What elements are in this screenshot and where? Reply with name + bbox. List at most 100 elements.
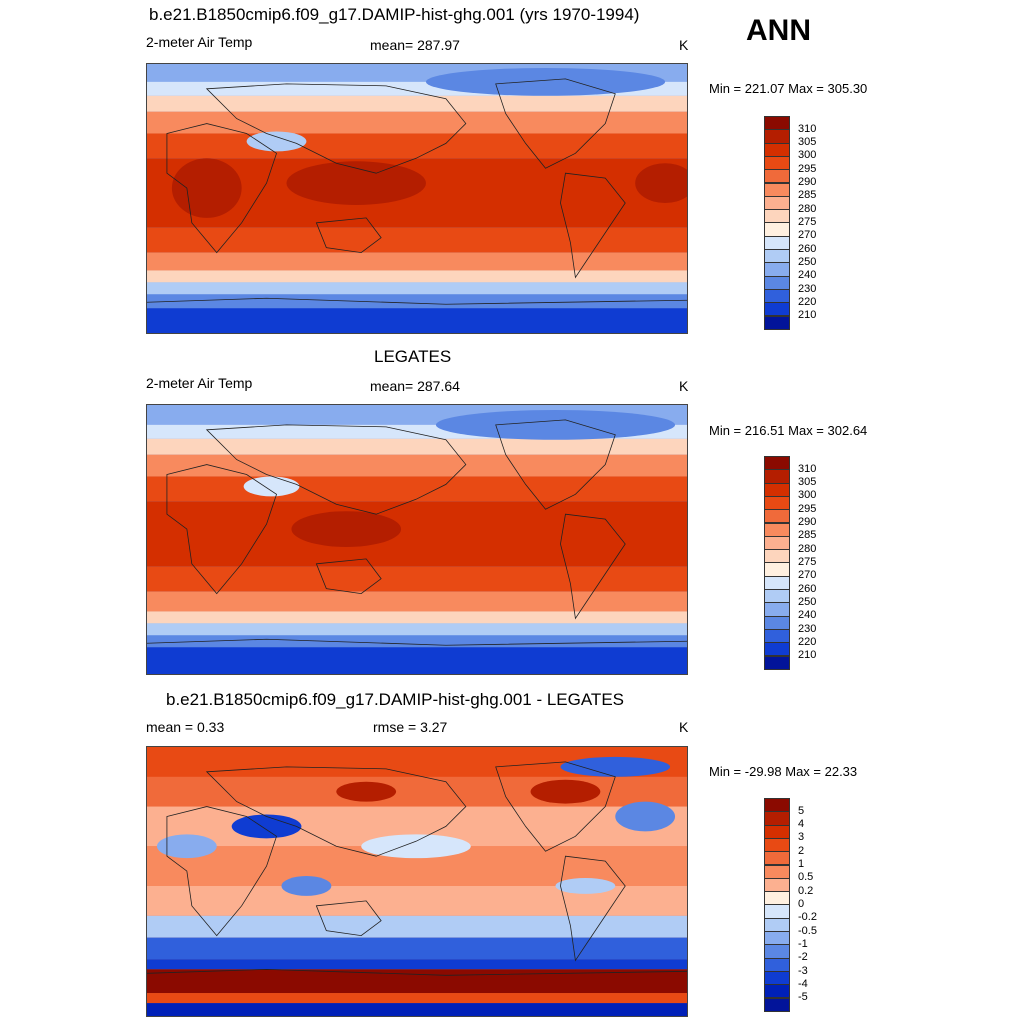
colorbar-swatch	[764, 811, 790, 826]
colorbar-swatch	[764, 249, 790, 264]
colorbar-swatch	[764, 535, 790, 551]
colorbar-tick-label: 285	[798, 529, 817, 541]
panel2-units-label: K	[679, 378, 689, 394]
colorbar-tick-label: 240	[798, 609, 817, 621]
panel3-minmax-label: Min = -29.98 Max = 22.33	[709, 764, 858, 779]
colorbar-tick-label: -0.5	[798, 925, 817, 937]
colorbar-swatch	[764, 509, 790, 524]
colorbar-swatch	[764, 864, 790, 879]
colorbar-tick-label: 240	[798, 269, 817, 281]
season-label: ANN	[746, 14, 811, 47]
colorbar-tick-label: 275	[798, 556, 817, 568]
colorbar-swatch	[764, 288, 790, 304]
colorbar-tick-label: 270	[798, 229, 817, 241]
colorbar-tick-label: 3	[798, 831, 805, 843]
colorbar-tick-label: 295	[798, 503, 817, 515]
colorbar-swatch	[764, 798, 790, 813]
colorbar-swatch	[764, 891, 790, 906]
colorbar-swatch	[764, 195, 790, 211]
colorbar-swatch	[764, 549, 790, 564]
colorbar-swatch	[764, 642, 790, 657]
panel2-minmax-label: Min = 216.51 Max = 302.64	[709, 423, 868, 438]
panel2-observed-temperature-map	[146, 404, 688, 675]
colorbar-tick-label: 275	[798, 216, 817, 228]
colorbar-tick-label: 270	[798, 569, 817, 581]
panel2-title: LEGATES	[374, 347, 452, 366]
colorbar-tick-label: 305	[798, 136, 817, 148]
colorbar-swatch	[764, 182, 790, 197]
colorbar-tick-label: 285	[798, 189, 817, 201]
colorbar-swatch	[764, 917, 790, 932]
colorbar-tick-label: -1	[798, 938, 808, 950]
colorbar-swatch	[764, 997, 790, 1012]
colorbar-swatch	[764, 262, 790, 277]
colorbar-swatch	[764, 169, 790, 184]
panel1-colorbar: 310 305 300 295 290 285 280 275 270 260 …	[764, 116, 816, 330]
colorbar-tick-label: -4	[798, 978, 808, 990]
colorbar-swatch	[764, 575, 790, 590]
panel3-colorbar: 5 4 3 2 1 0.5 0.2 0 -0.2 -0.5 -1 -2 -3 -…	[764, 798, 817, 1012]
colorbar-swatch	[764, 116, 790, 131]
colorbar-swatch	[764, 957, 790, 972]
colorbar-swatch	[764, 837, 790, 853]
colorbar-tick-label: 0.2	[798, 885, 814, 897]
colorbar-swatch	[764, 129, 790, 144]
colorbar-tick-label: -2	[798, 951, 808, 963]
colorbar-swatch	[764, 984, 790, 999]
colorbar-tick-label: 0.5	[798, 871, 814, 883]
colorbar-tick-label: -3	[798, 965, 808, 977]
colorbar-tick-label: 305	[798, 476, 817, 488]
colorbar-tick-label: 280	[798, 543, 817, 555]
colorbar-tick-label: 310	[798, 123, 817, 135]
colorbar-tick-label: 290	[798, 176, 817, 188]
colorbar-swatch	[764, 824, 790, 839]
panel1-model-temperature-map	[146, 63, 688, 334]
colorbar-swatch	[764, 482, 790, 497]
colorbar-tick-label: 300	[798, 149, 817, 161]
colorbar-tick-label: -0.2	[798, 911, 817, 923]
colorbar-swatch	[764, 209, 790, 224]
colorbar-swatch	[764, 456, 790, 471]
panel1-variable-label: 2-meter Air Temp	[146, 34, 253, 50]
panel3-difference-map	[146, 746, 688, 1017]
panel3-rmse-label: rmse = 3.27	[373, 719, 448, 735]
colorbar-tick-label: 0	[798, 898, 805, 910]
colorbar-tick-label: 210	[798, 649, 817, 661]
colorbar-swatch	[764, 562, 790, 577]
panel3-title: b.e21.B1850cmip6.f09_g17.DAMIP-hist-ghg.…	[166, 690, 624, 709]
colorbar-tick-label: 310	[798, 463, 817, 475]
colorbar-swatch	[764, 222, 790, 237]
panel1-mean-label: mean= 287.97	[370, 37, 460, 53]
panel2-variable-label: 2-meter Air Temp	[146, 375, 253, 391]
colorbar-swatch	[764, 302, 790, 317]
panel1-units-label: K	[679, 37, 689, 53]
colorbar-tick-label: 2	[798, 845, 805, 857]
colorbar-tick-label: -5	[798, 991, 808, 1003]
panel1-title: b.e21.B1850cmip6.f09_g17.DAMIP-hist-ghg.…	[149, 5, 640, 24]
colorbar-swatch	[764, 495, 790, 511]
colorbar-tick-label: 220	[798, 296, 817, 308]
colorbar-tick-label: 230	[798, 283, 817, 295]
colorbar-swatch	[764, 944, 790, 959]
panel2-mean-label: mean= 287.64	[370, 378, 460, 394]
colorbar-tick-label: 250	[798, 596, 817, 608]
panel3-units-label: K	[679, 719, 689, 735]
colorbar-swatch	[764, 931, 790, 946]
panel1-minmax-label: Min = 221.07 Max = 305.30	[709, 81, 868, 96]
colorbar-swatch	[764, 615, 790, 630]
colorbar-swatch	[764, 315, 790, 330]
colorbar-tick-label: 295	[798, 163, 817, 175]
colorbar-tick-label: 1	[798, 858, 805, 870]
colorbar-swatch	[764, 970, 790, 986]
colorbar-tick-label: 280	[798, 203, 817, 215]
colorbar-swatch	[764, 155, 790, 171]
colorbar-swatch	[764, 628, 790, 644]
colorbar-swatch	[764, 589, 790, 604]
colorbar-swatch	[764, 655, 790, 670]
panel3-mean-label: mean = 0.33	[146, 719, 225, 735]
colorbar-tick-label: 260	[798, 583, 817, 595]
colorbar-swatch	[764, 235, 790, 250]
colorbar-swatch	[764, 142, 790, 157]
colorbar-tick-label: 290	[798, 516, 817, 528]
colorbar-swatch	[764, 469, 790, 484]
